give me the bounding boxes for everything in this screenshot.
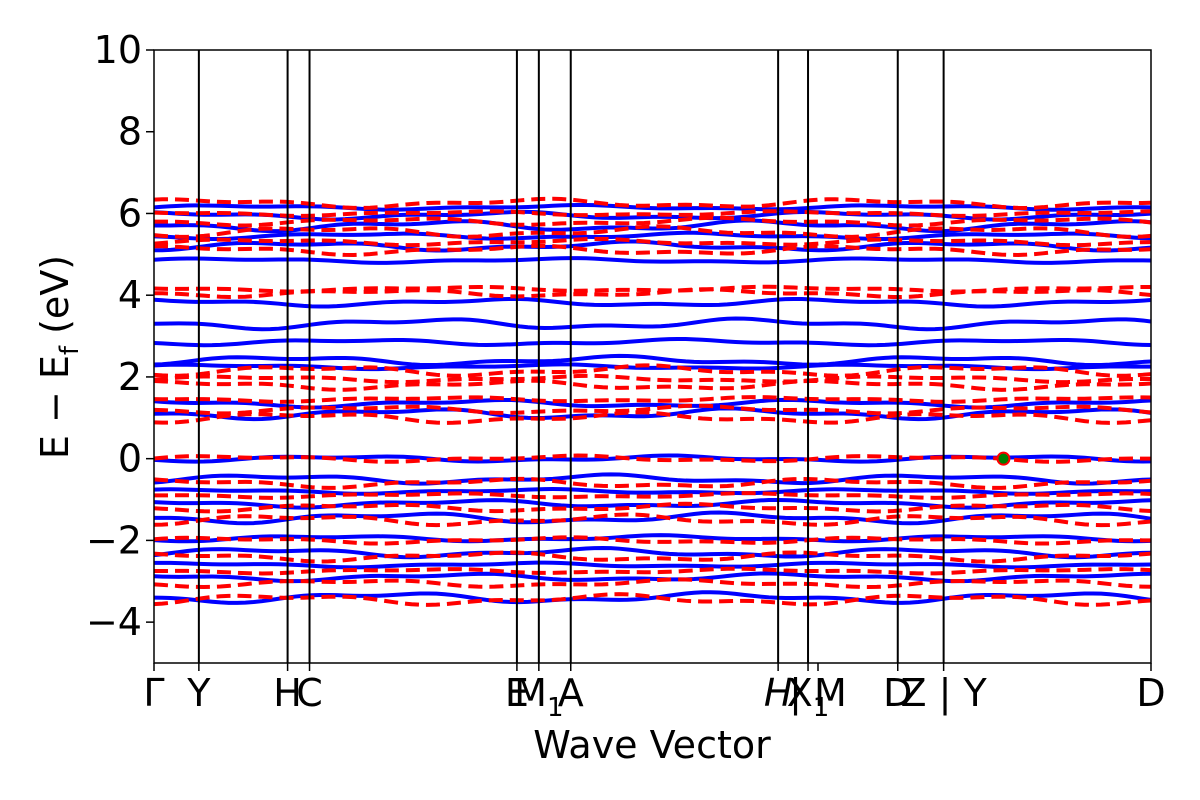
y-tick-label-1: −2 — [86, 518, 142, 562]
band-dashed-2 — [154, 215, 1151, 228]
y-tick-label-6: 8 — [118, 110, 142, 154]
band-solid-6 — [154, 296, 1151, 309]
band-solid-3 — [154, 230, 1151, 241]
band-dashed-14 — [154, 453, 1151, 464]
y-axis-label-sub: f — [55, 345, 85, 355]
x-tick-label-4: E — [505, 671, 529, 715]
highlight-point-0 — [996, 451, 1011, 466]
band-dashed-0 — [154, 196, 1151, 210]
band-dashed-4 — [154, 236, 1151, 248]
band-solid-22 — [154, 590, 1151, 605]
band-solid-20 — [154, 560, 1151, 570]
band-solid-7 — [154, 316, 1151, 332]
x-tick-label-1: Y — [186, 671, 211, 715]
kpoint-lines — [197, 50, 945, 663]
band-dashed-22 — [154, 577, 1151, 590]
y-tick-label-0: −4 — [86, 600, 142, 644]
y-tick-label-7: 10 — [94, 28, 142, 72]
x-tick-label-7: H — [764, 671, 793, 715]
y-axis-label-unit: (eV) — [33, 255, 77, 346]
band-solid-19 — [154, 545, 1151, 560]
x-tick-label-3: C — [296, 671, 323, 715]
x-tick-label-2: H — [273, 671, 302, 715]
band-solid-12 — [154, 406, 1151, 422]
y-tick-label-2: 0 — [118, 437, 142, 481]
band-dashed-20 — [154, 550, 1151, 564]
x-tick-label-0: Γ — [143, 671, 164, 715]
band-solid-14 — [154, 472, 1151, 486]
y-axis-label: E − Ef (eV) — [33, 255, 85, 459]
band-dashed-11 — [154, 395, 1151, 404]
plot-frame — [153, 49, 1152, 664]
y-tick-label-4: 4 — [118, 273, 142, 317]
y-tick-label-3: 2 — [118, 355, 142, 399]
bands-layer — [154, 196, 1151, 607]
band-dashed-19 — [154, 535, 1151, 546]
x-axis-label: Wave Vector — [533, 723, 771, 767]
band-dashed-7 — [154, 287, 1151, 299]
band-solid-9 — [154, 353, 1151, 368]
band-solid-10 — [154, 362, 1151, 372]
band-dashed-12 — [154, 403, 1151, 416]
highlight-markers — [996, 451, 1011, 466]
x-tick-label-8: X1 — [787, 671, 830, 723]
band-solid-2 — [154, 218, 1151, 234]
band-solid-4 — [154, 239, 1151, 253]
band-dashed-1 — [154, 209, 1151, 218]
x-tick-label-6: A — [558, 671, 584, 715]
band-dashed-5 — [154, 243, 1151, 257]
y-axis-ticks: −4 −2 0 2 4 6 8 10 — [86, 28, 154, 644]
band-solid-18 — [154, 533, 1151, 544]
x-tick-label-12: D — [1136, 671, 1165, 715]
band-dashed-16 — [154, 491, 1151, 500]
x-tick-label-9: | M — [789, 671, 847, 716]
band-solid-8 — [154, 336, 1151, 348]
x-tick-label-5: M1 — [514, 671, 563, 723]
band-dashed-17 — [154, 501, 1151, 514]
band-dashed-9 — [154, 373, 1151, 385]
x-tick-label-11: Z | Y — [901, 671, 988, 716]
y-axis-label-main: E − E — [33, 355, 77, 459]
x-tick-label-10: D — [883, 671, 912, 715]
band-dashed-21 — [154, 566, 1151, 576]
band-solid-15 — [154, 487, 1151, 496]
band-solid-17 — [154, 510, 1151, 526]
y-tick-label-5: 6 — [118, 191, 142, 235]
band-dashed-10 — [154, 378, 1151, 392]
band-solid-5 — [154, 256, 1151, 265]
band-dashed-15 — [154, 476, 1151, 490]
